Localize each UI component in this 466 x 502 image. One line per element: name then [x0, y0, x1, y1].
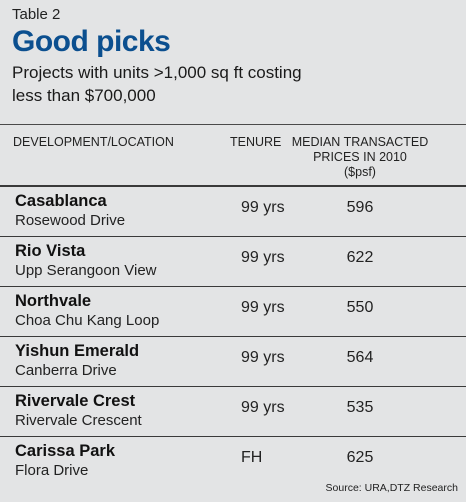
column-header-price-line-1: MEDIAN TRANSACTED: [291, 135, 429, 149]
picks-table: DEVELOPMENT/LOCATION TENURE MEDIAN TRANS…: [0, 124, 466, 486]
tenure-value: 99 yrs: [241, 249, 285, 266]
column-header-price-line-3: ($psf): [344, 165, 376, 179]
source-note: Source: URA,DTZ Research: [325, 482, 458, 494]
development-location: Choa Chu Kang Loop: [15, 312, 160, 329]
column-header-tenure: TENURE: [230, 135, 282, 149]
development-name: Carissa Park: [15, 442, 115, 460]
price-value: 596: [346, 199, 374, 216]
development-name: Yishun Emerald: [15, 342, 140, 360]
column-header-development: DEVELOPMENT/LOCATION: [13, 135, 174, 149]
price-value: 564: [346, 349, 374, 366]
tenure-value: 99 yrs: [241, 199, 285, 216]
table-row: Northvale Choa Chu Kang Loop 99 yrs 550: [0, 287, 466, 337]
development-location: Rosewood Drive: [15, 212, 126, 229]
table-title: Good picks: [12, 25, 171, 58]
development-name: Northvale: [15, 292, 92, 310]
tenure-value: 99 yrs: [241, 349, 285, 366]
column-header-price-line-2: PRICES IN 2010: [313, 150, 407, 164]
development-name: Casablanca: [15, 192, 107, 210]
development-location: Rivervale Crescent: [15, 412, 142, 429]
table-row: Rivervale Crest Rivervale Crescent 99 yr…: [0, 387, 466, 437]
table-row: Casablanca Rosewood Drive 99 yrs 596: [0, 187, 466, 237]
tenure-value: 99 yrs: [241, 399, 285, 416]
column-headers: DEVELOPMENT/LOCATION TENURE MEDIAN TRANS…: [0, 124, 466, 187]
price-value: 622: [346, 249, 374, 266]
table-row: Carissa Park Flora Drive FH 625: [0, 437, 466, 486]
price-value: 535: [346, 399, 374, 416]
tenure-value: FH: [241, 449, 263, 466]
development-location: Canberra Drive: [15, 362, 117, 379]
subtitle-line-2: less than $700,000: [12, 86, 156, 105]
table-subtitle: Projects with units >1,000 sq ft costing…: [12, 61, 454, 107]
table-number-label: Table 2: [12, 6, 61, 23]
price-value: 550: [346, 299, 374, 316]
column-header-price: MEDIAN TRANSACTED PRICES IN 2010 ($psf): [290, 135, 430, 180]
development-location: Upp Serangoon View: [15, 262, 157, 279]
development-location: Flora Drive: [15, 462, 89, 479]
table-row: Rio Vista Upp Serangoon View 99 yrs 622: [0, 237, 466, 287]
subtitle-line-1: Projects with units >1,000 sq ft costing: [12, 63, 302, 82]
development-name: Rio Vista: [15, 242, 86, 260]
table-header: Table 2 Good picks Projects with units >…: [0, 0, 466, 107]
tenure-value: 99 yrs: [241, 299, 285, 316]
table-row: Yishun Emerald Canberra Drive 99 yrs 564: [0, 337, 466, 387]
price-value: 625: [346, 449, 374, 466]
development-name: Rivervale Crest: [15, 392, 136, 410]
